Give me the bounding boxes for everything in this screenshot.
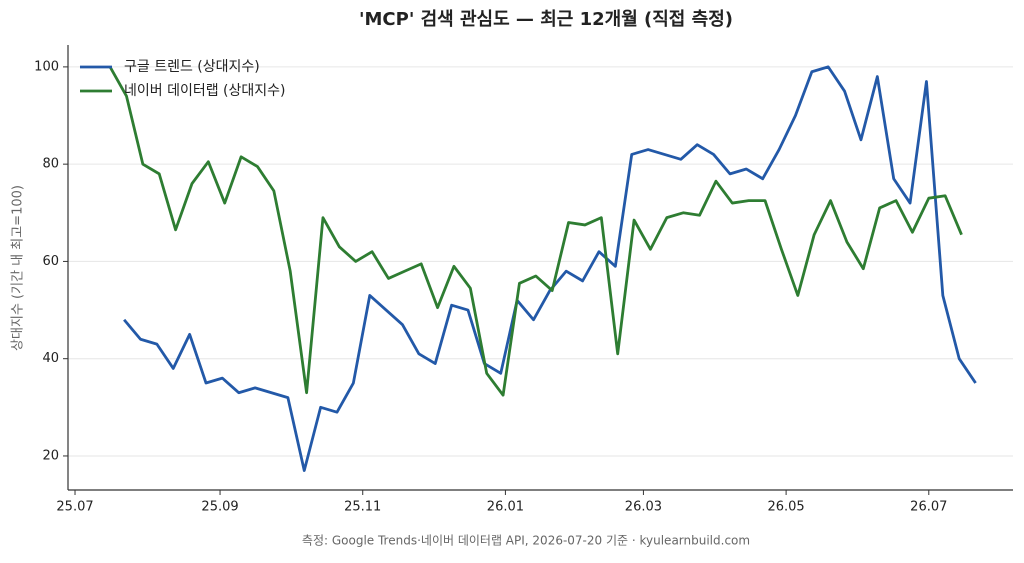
x-tick-label: 25.07 [56, 500, 93, 515]
y-axis-label: 상대지수 (기간 내 최고=100) [11, 185, 26, 351]
y-tick-label: 100 [34, 59, 59, 74]
series-line [108, 66, 963, 397]
legend-label: 네이버 데이터랩 (상대지수) [124, 83, 286, 99]
x-tick-label: 25.11 [344, 500, 381, 515]
x-tick-label: 26.03 [625, 500, 662, 515]
chart-title: 'MCP' 검색 관심도 — 최근 12개월 (직접 측정) [359, 9, 733, 30]
y-tick-label: 80 [42, 157, 59, 172]
y-tick-label: 60 [42, 254, 59, 269]
y-tick-label: 40 [42, 351, 59, 366]
y-tick-label: 20 [42, 448, 59, 463]
x-tick-label: 25.09 [201, 500, 238, 515]
x-tick-label: 26.05 [767, 500, 804, 515]
x-tick-label: 26.07 [910, 500, 947, 515]
legend-label: 구글 트렌드 (상대지수) [124, 59, 260, 75]
series-line [123, 65, 977, 472]
footnote: 측정: Google Trends·네이버 데이터랩 API, 2026-07-… [302, 534, 750, 548]
x-tick-label: 26.01 [487, 500, 524, 515]
